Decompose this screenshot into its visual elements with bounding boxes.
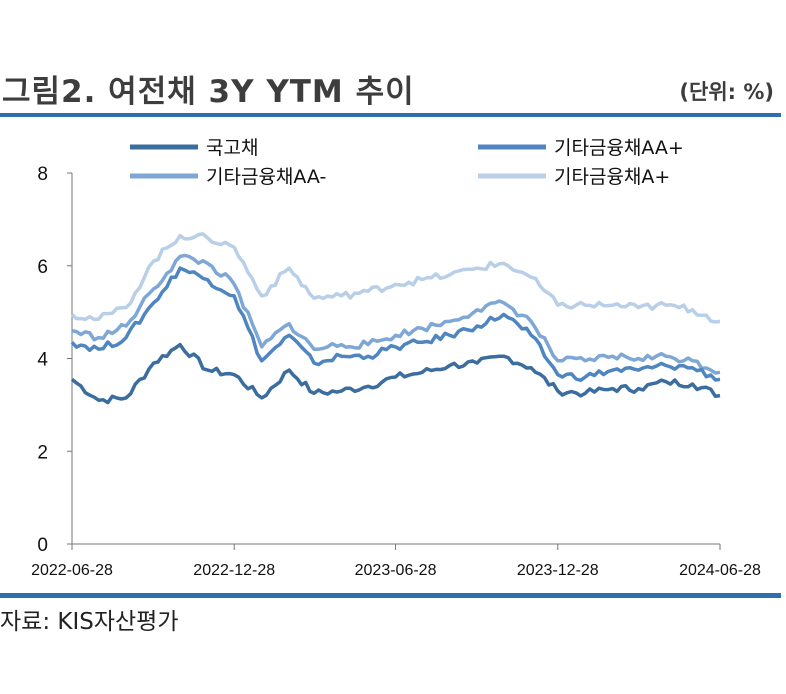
series-line: [70, 266, 721, 383]
source-note: 자료: KIS자산평가: [0, 609, 179, 635]
y-tick-label: 4: [37, 350, 48, 371]
legend-label: 국고채: [206, 137, 258, 159]
series-line: [71, 253, 721, 375]
bottom-rule: [0, 593, 781, 598]
unit-label: (단위: %): [679, 80, 774, 104]
x-tick-label: 2022-12-28: [193, 562, 275, 579]
y-tick-label: 2: [37, 442, 48, 463]
legend-label: 기타금융채AA-: [206, 166, 326, 188]
x-tick-label: 2022-06-28: [31, 562, 113, 579]
legend-label: 기타금융채AA+: [554, 137, 684, 159]
y-tick-label: 8: [37, 164, 48, 185]
x-tick-label: 2023-06-28: [355, 562, 437, 579]
legend-label: 기타금융채A+: [554, 166, 670, 188]
series-line: [70, 342, 721, 405]
chart-axes: 0 2 4 6 8 2022-06-28 2022-12-28 2023-06-28 2023-…: [31, 164, 761, 579]
figure-title: 그림2. 여전채 3Y YTM 추이: [2, 74, 415, 110]
top-rule: [0, 113, 781, 117]
x-tick-label: 2024-06-28: [679, 562, 761, 579]
y-tick-label: 6: [37, 257, 48, 278]
x-tick-label: 2023-12-28: [517, 562, 599, 579]
chart-legend: 국고채 기타금융채AA+ 기타금융채AA- 기타금융채A+: [130, 137, 684, 188]
y-tick-label: 0: [37, 535, 48, 556]
line-chart: 국고채 기타금융채AA+ 기타금융채AA- 기타금융채A+ 0 2 4 6 8 2022-06-…: [31, 137, 761, 579]
chart-series: [70, 232, 721, 405]
series-line: [70, 232, 721, 324]
